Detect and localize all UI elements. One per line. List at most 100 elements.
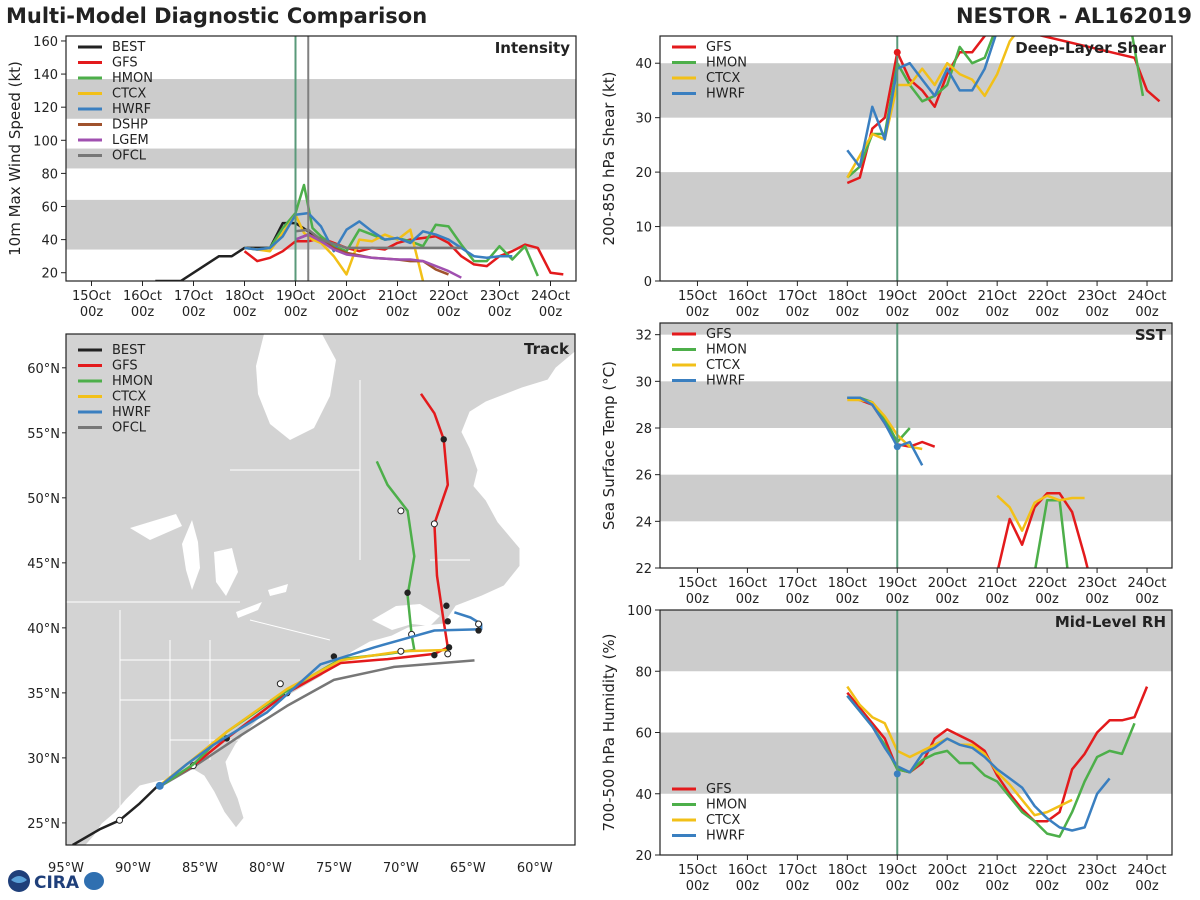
shear-title: Deep-Layer Shear bbox=[1015, 39, 1166, 57]
intensity-ytick-label: 100 bbox=[33, 134, 58, 149]
rh-xtick-hour: 00z bbox=[1035, 879, 1059, 894]
intensity-xtick-hour: 00z bbox=[284, 305, 308, 320]
shear-analysis-marker bbox=[893, 48, 901, 56]
rh-panel: 2040608010015Oct00z16Oct00z17Oct00z18Oct… bbox=[600, 604, 1173, 894]
track-xtick-label: 70°W bbox=[383, 861, 419, 876]
sst-xtick-hour: 00z bbox=[1035, 592, 1059, 607]
hudson-bay bbox=[256, 334, 336, 440]
intensity-xtick-hour: 00z bbox=[386, 305, 410, 320]
shear-xtick-hour: 00z bbox=[686, 305, 710, 320]
rh-xtick-date: 20Oct bbox=[928, 863, 967, 878]
sst-xtick-hour: 00z bbox=[786, 592, 810, 607]
intensity-legend-label: HWRF bbox=[112, 102, 151, 117]
track-xtick-label: 90°W bbox=[115, 861, 151, 876]
lake-erie bbox=[236, 602, 262, 618]
sst-legend-label: HMON bbox=[706, 343, 747, 358]
track-point-open bbox=[116, 816, 124, 824]
intensity-xtick-hour: 00z bbox=[233, 305, 257, 320]
rh-xtick-date: 15Oct bbox=[678, 863, 717, 878]
track-xtick-label: 80°W bbox=[249, 861, 285, 876]
shear-ytick-label: 30 bbox=[635, 112, 652, 127]
track-legend-label: HMON bbox=[112, 374, 153, 389]
shear-xtick-date: 15Oct bbox=[678, 289, 717, 304]
track-legend-label: BEST bbox=[112, 343, 145, 358]
sst-xtick-hour: 00z bbox=[936, 592, 960, 607]
rh-band bbox=[660, 610, 1172, 672]
intensity-legend-label: LGEM bbox=[112, 133, 149, 148]
shear-xtick-hour: 00z bbox=[736, 305, 760, 320]
track-start-marker bbox=[155, 781, 164, 790]
track-ytick-label: 35°N bbox=[27, 687, 60, 702]
track-point-open bbox=[444, 650, 452, 658]
sst-series-hmon bbox=[1034, 499, 1069, 568]
rh-title: Mid-Level RH bbox=[1055, 613, 1166, 631]
lake-ontario bbox=[268, 584, 288, 596]
sst-xtick-hour: 00z bbox=[1135, 592, 1159, 607]
intensity-xtick-date: 18Oct bbox=[225, 289, 264, 304]
sst-xtick-date: 19Oct bbox=[878, 576, 917, 591]
sst-xtick-date: 24Oct bbox=[1128, 576, 1167, 591]
shear-xtick-hour: 00z bbox=[1135, 305, 1159, 320]
sst-ytick-label: 32 bbox=[635, 329, 652, 344]
intensity-xtick-hour: 00z bbox=[488, 305, 512, 320]
rh-xtick-date: 24Oct bbox=[1128, 863, 1167, 878]
storm-id-title: NESTOR - AL162019 bbox=[955, 4, 1192, 28]
track-ytick-label: 40°N bbox=[27, 622, 60, 637]
sst-panel: 22242628303215Oct00z16Oct00z17Oct00z18Oc… bbox=[600, 322, 1173, 607]
sst-series-hwrf bbox=[847, 396, 924, 466]
track-point-filled bbox=[475, 627, 482, 634]
sst-ytick-label: 22 bbox=[635, 562, 652, 577]
rh-xtick-date: 23Oct bbox=[1078, 863, 1117, 878]
track-point-filled bbox=[330, 653, 338, 660]
rh-xtick-date: 22Oct bbox=[1028, 863, 1067, 878]
shear-ytick-label: 40 bbox=[635, 57, 652, 72]
rh-xtick-hour: 00z bbox=[1085, 879, 1109, 894]
intensity-frame bbox=[65, 35, 577, 282]
rh-xtick-date: 21Oct bbox=[978, 863, 1017, 878]
intensity-title: Intensity bbox=[495, 39, 571, 57]
track-point-filled bbox=[431, 651, 438, 659]
sst-band bbox=[660, 381, 1172, 428]
sst-series-gfs bbox=[997, 492, 1089, 568]
sst-series-ctcx bbox=[996, 494, 1085, 532]
shear-ytick-label: 0 bbox=[644, 275, 652, 290]
track-ytick-label: 25°N bbox=[27, 817, 60, 832]
intensity-band bbox=[66, 148, 576, 169]
intensity-xtick-date: 17Oct bbox=[174, 289, 213, 304]
intensity-xtick-date: 16Oct bbox=[123, 289, 162, 304]
shear-legend-label: GFS bbox=[706, 40, 732, 55]
track-ytick-label: 50°N bbox=[27, 492, 60, 507]
track-ytick-label: 45°N bbox=[27, 557, 60, 572]
shear-ylabel: 200-850 hPa Shear (kt) bbox=[600, 72, 618, 246]
track-xtick-label: 95°W bbox=[48, 861, 84, 876]
intensity-ylabel: 10m Max Wind Speed (kt) bbox=[6, 61, 24, 256]
rh-xtick-date: 18Oct bbox=[828, 863, 867, 878]
shear-ytick-label: 20 bbox=[635, 166, 652, 181]
rh-legend-label: HMON bbox=[706, 798, 747, 813]
intensity-ytick-label: 20 bbox=[41, 267, 58, 282]
intensity-xtick-date: 19Oct bbox=[276, 289, 315, 304]
shear-series-hwrf bbox=[846, 36, 997, 168]
intensity-ytick-label: 40 bbox=[41, 234, 58, 249]
logo-text: CIRA bbox=[34, 873, 80, 893]
intensity-xtick-hour: 00z bbox=[131, 305, 155, 320]
track-panel: 95°W 90°W 85°W 80°W 75°W 70°W 65°W 60°W 25°N 30°N… bbox=[27, 333, 576, 876]
rh-plot-area bbox=[660, 610, 1172, 855]
track-ytick-label: 60°N bbox=[27, 362, 60, 377]
sst-xtick-date: 20Oct bbox=[928, 576, 967, 591]
track-point-open bbox=[397, 507, 405, 515]
sst-ytick-label: 28 bbox=[635, 422, 652, 437]
shear-xtick-hour: 00z bbox=[1085, 305, 1109, 320]
rh-xtick-hour: 00z bbox=[936, 879, 960, 894]
intensity-series-hwrf bbox=[244, 211, 513, 260]
track-point-open bbox=[276, 680, 284, 688]
track-legend-label: GFS bbox=[112, 359, 138, 374]
shear-xtick-date: 22Oct bbox=[1028, 289, 1067, 304]
shear-xtick-date: 17Oct bbox=[778, 289, 817, 304]
shear-xtick-date: 16Oct bbox=[728, 289, 767, 304]
gulf-st-lawrence bbox=[372, 604, 440, 630]
rh-series-hwrf bbox=[846, 695, 1111, 832]
track-ytick-label: 55°N bbox=[27, 427, 60, 442]
intensity-ytick-label: 140 bbox=[33, 68, 58, 83]
intensity-ytick-label: 80 bbox=[41, 167, 58, 182]
